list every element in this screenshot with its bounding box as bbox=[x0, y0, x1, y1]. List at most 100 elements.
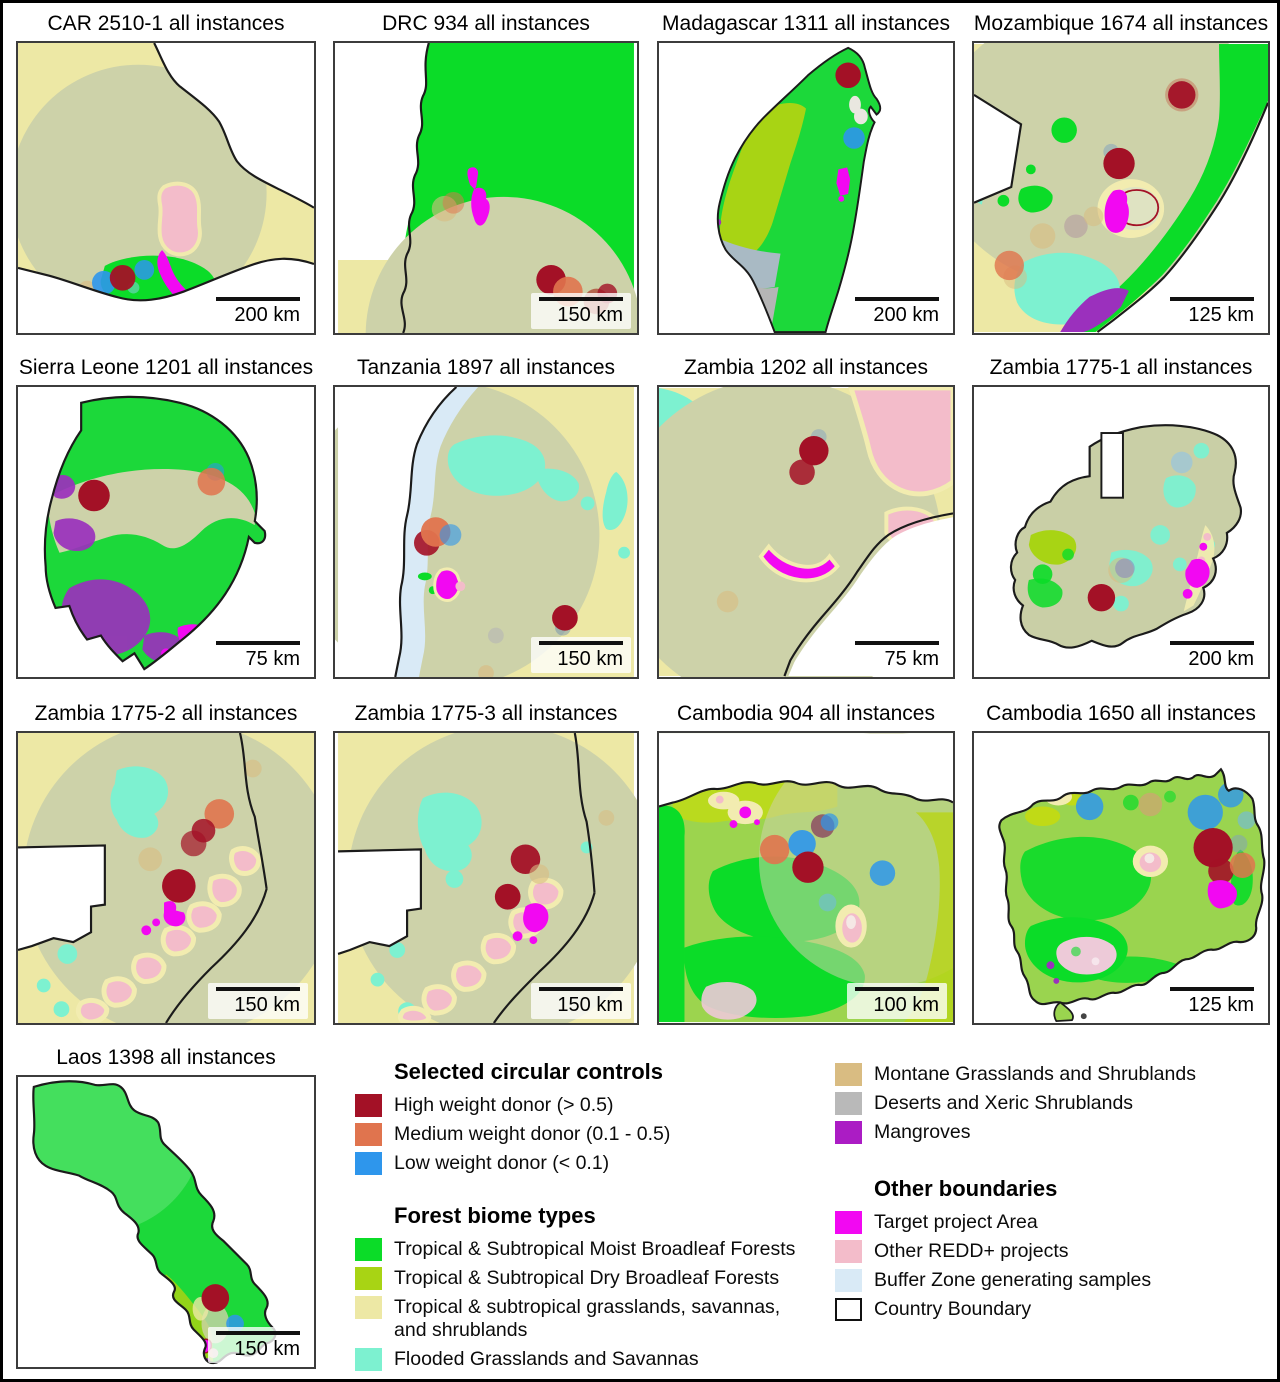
legend-heading-biomes: Forest biome types bbox=[394, 1203, 596, 1228]
scale-bar-line bbox=[1170, 987, 1254, 991]
panel-title: Zambia 1202 all instances bbox=[684, 356, 928, 379]
scale-bar: 150 km bbox=[531, 637, 631, 673]
scale-label: 150 km bbox=[234, 994, 300, 1016]
panel-title: Tanzania 1897 all instances bbox=[356, 356, 615, 379]
legend-heading-boundaries: Other boundaries bbox=[874, 1176, 1058, 1201]
map-drawing bbox=[18, 43, 314, 302]
legend-item-moist-forest: Tropical & Subtropical Moist Broadleaf F… bbox=[355, 1238, 825, 1261]
map-sierra-leone-1201: 75 km bbox=[16, 385, 316, 679]
scale-bar: 150 km bbox=[208, 1327, 308, 1363]
panel-title: Zambia 1775-1 all instances bbox=[989, 356, 1253, 379]
panel-title: Madagascar 1311 all instances bbox=[662, 12, 950, 35]
map-car-2510-1: 200 km bbox=[16, 41, 316, 335]
map-drawing bbox=[974, 43, 1268, 333]
panel-title: Laos 1398 all instances bbox=[56, 1046, 276, 1069]
scale-label: 150 km bbox=[234, 1338, 300, 1360]
scale-bar: 75 km bbox=[208, 637, 308, 673]
map-drawing bbox=[1009, 424, 1243, 649]
legend-item-country-boundary: Country Boundary bbox=[835, 1298, 1275, 1321]
redd-projects-swatch bbox=[835, 1240, 862, 1263]
map-drawing bbox=[32, 1080, 277, 1365]
scale-label: 200 km bbox=[1188, 648, 1254, 670]
medium-donor-swatch bbox=[355, 1123, 382, 1146]
scale-bar: 150 km bbox=[531, 293, 631, 329]
panel-title: Cambodia 904 all instances bbox=[677, 702, 935, 725]
map-zambia-1775-3: 150 km bbox=[333, 731, 639, 1025]
map-zambia-1775-2: 150 km bbox=[16, 731, 316, 1025]
scale-label: 150 km bbox=[557, 648, 623, 670]
scale-bar: 75 km bbox=[847, 637, 947, 673]
scale-bar-line bbox=[216, 1331, 300, 1335]
panel-zambia-1202: Zambia 1202 all instances 75 km bbox=[657, 355, 955, 679]
legend-item-grasslands: Tropical & subtropical grasslands, savan… bbox=[355, 1296, 825, 1342]
country-boundary-swatch bbox=[835, 1298, 862, 1321]
legend-item-redd-projects: Other REDD+ projects bbox=[835, 1240, 1275, 1263]
panel-madagascar-1311: Madagascar 1311 all instances bbox=[657, 11, 955, 335]
scale-label: 150 km bbox=[557, 304, 623, 326]
map-drawing bbox=[338, 43, 637, 333]
scale-bar: 200 km bbox=[208, 293, 308, 329]
map-drawing bbox=[43, 395, 267, 671]
scale-bar-line bbox=[216, 987, 300, 991]
map-drawing bbox=[659, 733, 953, 1023]
buffer-zone-swatch bbox=[835, 1269, 862, 1292]
panel-cambodia-904: Cambodia 904 all instances bbox=[657, 701, 955, 1025]
legend-heading-controls: Selected circular controls bbox=[394, 1059, 663, 1084]
map-zambia-1202: 75 km bbox=[657, 385, 955, 679]
panel-title: Cambodia 1650 all instances bbox=[986, 702, 1256, 725]
legend-item-medium-donor: Medium weight donor (0.1 - 0.5) bbox=[355, 1123, 825, 1146]
map-drawing bbox=[18, 733, 314, 1023]
panel-title: Zambia 1775-2 all instances bbox=[34, 702, 298, 725]
panel-title: DRC 934 all instances bbox=[382, 12, 590, 35]
panel-laos-1398: Laos 1398 all instances bbox=[16, 1045, 316, 1369]
map-drawing bbox=[659, 387, 953, 677]
panel-tanzania-1897: Tanzania 1897 all instances bbox=[333, 355, 639, 679]
map-drawing bbox=[998, 768, 1266, 1022]
map-drc-934: 150 km bbox=[333, 41, 639, 335]
legend-item-dry-forest: Tropical & Subtropical Dry Broadleaf For… bbox=[355, 1267, 825, 1290]
low-donor-swatch bbox=[355, 1152, 382, 1175]
map-tanzania-1897: 150 km bbox=[333, 385, 639, 679]
map-mozambique-1674: 125 km bbox=[972, 41, 1270, 335]
panel-car-2510-1: CAR 2510-1 all instances bbox=[16, 11, 316, 335]
panel-title: Mozambique 1674 all instances bbox=[973, 12, 1269, 35]
map-cambodia-904: 100 km bbox=[657, 731, 955, 1025]
panel-mozambique-1674: Mozambique 1674 all instances bbox=[972, 11, 1270, 335]
panel-zambia-1775-2: Zambia 1775-2 all instances bbox=[16, 701, 316, 1025]
scale-label: 200 km bbox=[234, 304, 300, 326]
legend-item-deserts: Deserts and Xeric Shrublands bbox=[835, 1092, 1275, 1115]
deserts-swatch bbox=[835, 1092, 862, 1115]
scale-bar: 100 km bbox=[847, 983, 947, 1019]
legend-right-column: Montane Grasslands and Shrublands Desert… bbox=[835, 1063, 1275, 1327]
panel-title: CAR 2510-1 all instances bbox=[47, 12, 285, 35]
scale-bar-line bbox=[539, 297, 623, 301]
map-drawing bbox=[335, 387, 634, 677]
scale-label: 125 km bbox=[1188, 304, 1254, 326]
legend-left-column: Selected circular controls High weight d… bbox=[355, 1059, 825, 1377]
scale-bar: 150 km bbox=[531, 983, 631, 1019]
scale-bar-line bbox=[1170, 641, 1254, 645]
dry-forest-swatch bbox=[355, 1267, 382, 1290]
moist-forest-swatch bbox=[355, 1238, 382, 1261]
grasslands-swatch bbox=[355, 1296, 382, 1319]
scale-bar-line bbox=[216, 297, 300, 301]
scale-bar-line bbox=[539, 641, 623, 645]
scale-bar-line bbox=[1170, 297, 1254, 301]
panel-title: Zambia 1775-3 all instances bbox=[354, 702, 618, 725]
scale-bar: 200 km bbox=[847, 293, 947, 329]
scale-bar-line bbox=[216, 641, 300, 645]
legend-item-target-area: Target project Area bbox=[835, 1211, 1275, 1234]
panel-drc-934: DRC 934 all instances 150 km bbox=[333, 11, 639, 335]
scale-bar-line bbox=[855, 641, 939, 645]
panel-cambodia-1650: Cambodia 1650 all instances bbox=[972, 701, 1270, 1025]
scale-bar: 125 km bbox=[1162, 983, 1262, 1019]
panel-title: Sierra Leone 1201 all instances bbox=[18, 356, 314, 379]
scale-bar: 150 km bbox=[208, 983, 308, 1019]
legend-item-low-donor: Low weight donor (< 0.1) bbox=[355, 1152, 825, 1175]
scale-label: 75 km bbox=[245, 648, 300, 670]
legend-item-montane: Montane Grasslands and Shrublands bbox=[835, 1063, 1275, 1086]
scale-bar-line bbox=[855, 297, 939, 301]
target-area-swatch bbox=[835, 1211, 862, 1234]
map-madagascar-1311: 200 km bbox=[657, 41, 955, 335]
